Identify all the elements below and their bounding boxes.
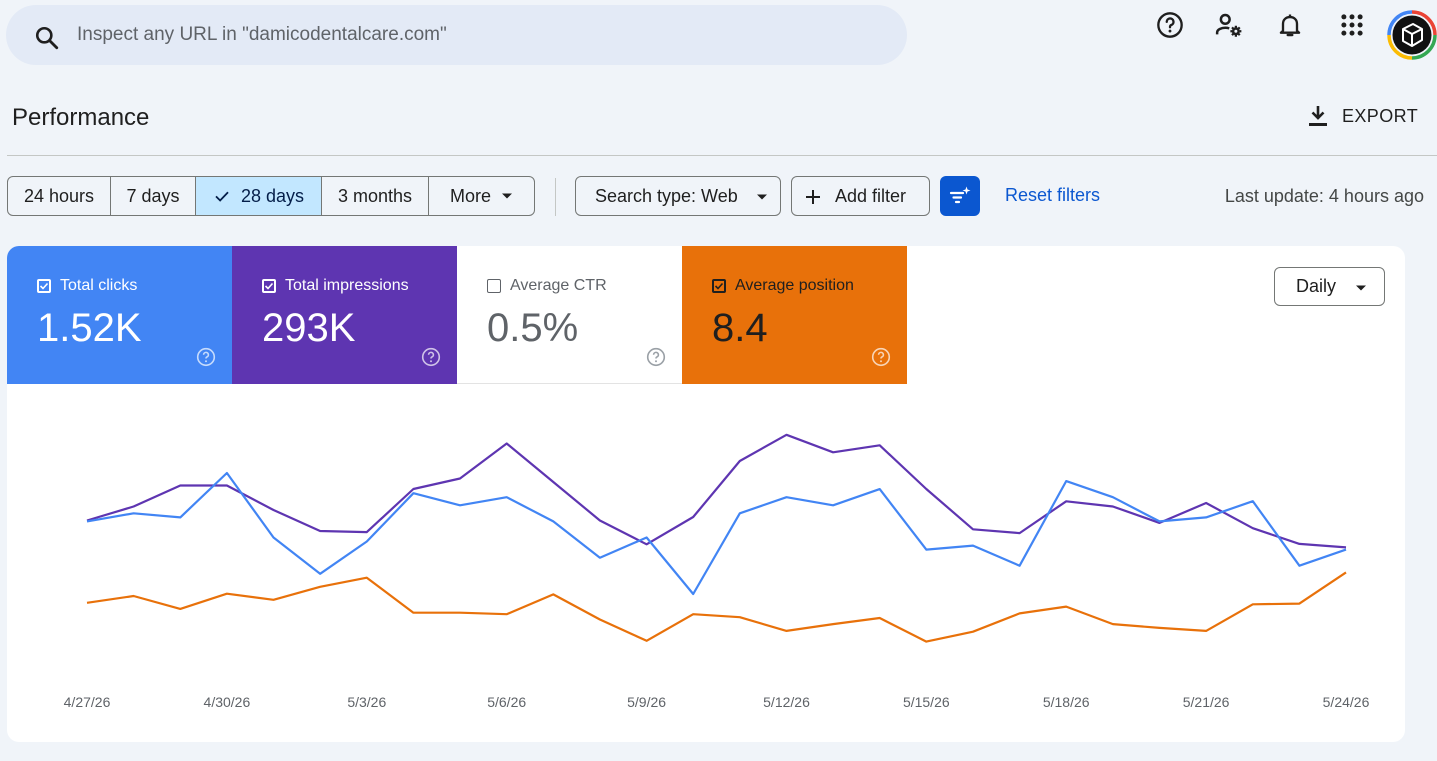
add-filter-button[interactable]: Add filter (791, 176, 930, 216)
search-input[interactable]: Inspect any URL in "damicodentalcare.com… (77, 24, 447, 45)
checkbox-unchecked-icon[interactable] (487, 279, 501, 293)
range-24-hours[interactable]: 24 hours (8, 177, 111, 215)
metric-label: Total impressions (285, 277, 409, 294)
help-icon[interactable] (421, 347, 441, 367)
metric-label: Average position (735, 277, 854, 294)
url-inspection-search[interactable]: Inspect any URL in "damicodentalcare.com… (6, 5, 907, 65)
help-icon[interactable] (196, 347, 216, 367)
caret-down-icon (1356, 285, 1366, 291)
manage-users-icon[interactable] (1214, 10, 1244, 40)
x-tick-label: 5/18/26 (1043, 694, 1090, 710)
series-line-total-impressions (86, 433, 1347, 549)
x-tick-label: 5/21/26 (1183, 694, 1230, 710)
reset-filters-link[interactable]: Reset filters (1005, 185, 1101, 205)
series-line-average-position (86, 571, 1347, 643)
search-type-dropdown[interactable]: Search type: Web (575, 176, 781, 216)
granularity-dropdown[interactable]: Daily (1274, 267, 1385, 306)
x-tick-label: 5/24/26 (1323, 694, 1370, 710)
check-icon (215, 191, 229, 202)
header-divider (7, 155, 1437, 156)
performance-chart: 4/27/26 4/30/26 5/3/26 5/6/26 5/9/26 5/12/26 5… (64, 433, 1370, 710)
range-7-days[interactable]: 7 days (111, 177, 196, 215)
notifications-icon[interactable] (1275, 10, 1305, 40)
checkbox-checked-icon[interactable] (37, 279, 51, 293)
metric-value: 0.5% (487, 306, 579, 350)
caret-down-icon (757, 194, 767, 200)
help-icon[interactable] (871, 347, 891, 367)
series-line-total-clicks (86, 471, 1347, 596)
x-tick-label: 5/6/26 (487, 694, 526, 710)
metric-total-impressions[interactable]: Total impressions 293K (232, 246, 457, 384)
date-range-selector: 24 hours 7 days 28 days 3 months More (7, 176, 535, 216)
export-label: EXPORT (1342, 105, 1419, 126)
metric-label: Total clicks (60, 277, 138, 294)
apps-grid-icon[interactable] (1337, 10, 1367, 40)
filter-sparkle-icon (949, 186, 971, 204)
metric-average-ctr[interactable]: Average CTR 0.5% (457, 246, 682, 384)
range-28-days[interactable]: 28 days (196, 177, 322, 215)
x-tick-label: 5/12/26 (763, 694, 810, 710)
checkbox-checked-icon[interactable] (262, 279, 276, 293)
caret-down-icon (502, 193, 512, 199)
export-button[interactable]: EXPORT (1306, 100, 1418, 132)
last-update-text: Last update: 4 hours ago (1224, 186, 1424, 206)
performance-card: Total clicks 1.52K Total impressions 293… (7, 246, 1405, 742)
help-icon[interactable] (646, 347, 666, 367)
search-icon (35, 26, 59, 50)
metric-value: 293K (262, 306, 356, 350)
page-title: Performance (12, 104, 150, 131)
x-tick-label: 5/3/26 (347, 694, 386, 710)
plus-icon (806, 190, 820, 204)
download-icon (1309, 106, 1327, 126)
metric-value: 8.4 (712, 306, 768, 350)
metric-value: 1.52K (37, 306, 142, 350)
x-tick-label: 5/15/26 (903, 694, 950, 710)
metric-average-position[interactable]: Average position 8.4 (682, 246, 907, 384)
checkbox-checked-icon[interactable] (712, 279, 726, 293)
metric-label: Average CTR (510, 277, 607, 294)
filter-settings-button[interactable] (940, 176, 980, 216)
x-tick-label: 4/30/26 (204, 694, 251, 710)
x-tick-label: 4/27/26 (64, 694, 111, 710)
filter-separator (555, 178, 556, 216)
x-tick-label: 5/9/26 (627, 694, 666, 710)
metric-total-clicks[interactable]: Total clicks 1.52K (7, 246, 232, 384)
range-3-months[interactable]: 3 months (322, 177, 429, 215)
range-more-dropdown[interactable]: More (429, 177, 534, 215)
help-icon[interactable] (1155, 10, 1185, 40)
account-avatar[interactable] (1387, 10, 1437, 60)
